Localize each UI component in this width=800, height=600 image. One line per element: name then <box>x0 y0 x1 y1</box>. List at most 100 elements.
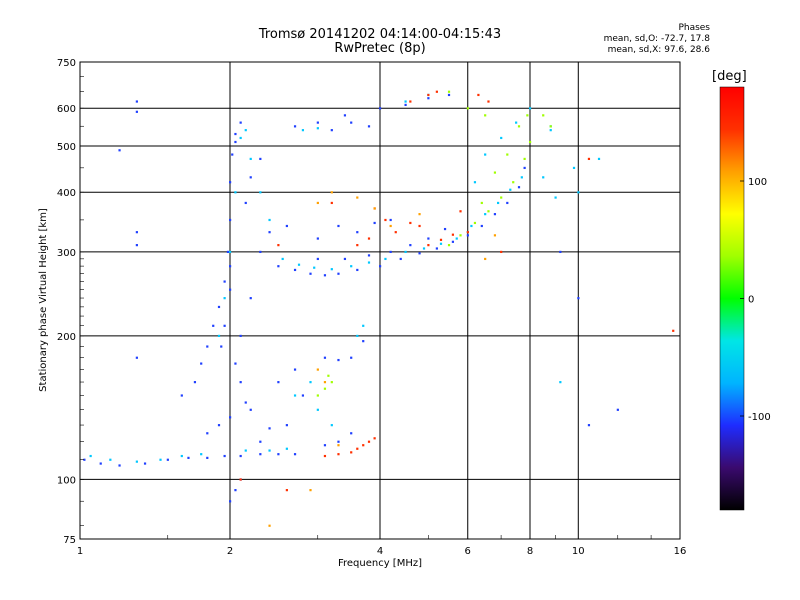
data-point <box>313 266 316 269</box>
y-tick-label: 200 <box>57 332 76 343</box>
data-point <box>193 381 197 384</box>
data-point <box>409 100 412 103</box>
data-point <box>285 424 288 427</box>
data-point <box>118 149 121 152</box>
plot-frame <box>79 61 681 540</box>
data-point <box>542 176 545 179</box>
data-point <box>323 381 327 384</box>
data-point <box>200 362 203 365</box>
x-tick-label: 2 <box>227 546 233 557</box>
data-point <box>244 401 247 404</box>
data-point <box>587 157 591 161</box>
data-point <box>259 453 262 456</box>
data-point <box>135 244 138 247</box>
data-point <box>362 444 365 447</box>
data-point <box>118 464 121 467</box>
data-point <box>343 257 347 261</box>
data-point <box>239 136 242 140</box>
data-point <box>293 453 297 456</box>
data-point <box>200 453 203 456</box>
data-point <box>316 257 319 261</box>
data-point <box>323 454 327 458</box>
data-point <box>293 125 297 128</box>
data-point <box>577 297 580 300</box>
data-point <box>249 157 252 161</box>
data-point <box>496 201 500 205</box>
data-point <box>439 238 443 241</box>
data-point <box>259 440 262 443</box>
data-point <box>323 356 327 359</box>
data-point <box>83 458 86 461</box>
data-point <box>435 247 438 250</box>
phase-o-stats: mean, sd,O: -72.7, 17.8 <box>603 34 710 44</box>
data-point <box>217 305 221 309</box>
y-tick-label: 500 <box>57 142 76 153</box>
data-point <box>277 265 280 268</box>
data-point <box>439 242 443 245</box>
data-point <box>135 110 138 113</box>
data-point <box>337 453 340 456</box>
grid-layer <box>80 62 680 539</box>
data-point <box>268 218 271 222</box>
data-point <box>451 240 455 243</box>
data-point <box>559 250 562 254</box>
data-point <box>217 334 221 338</box>
data-point <box>206 456 209 459</box>
data-point <box>350 265 353 268</box>
data-point <box>249 408 252 411</box>
data-point <box>135 460 138 463</box>
data-point <box>259 250 262 254</box>
data-point <box>506 201 509 205</box>
data-point <box>223 297 226 300</box>
y-tick-label: 300 <box>57 248 76 259</box>
x-tick-label: 6 <box>465 546 471 557</box>
data-point <box>466 234 469 237</box>
data-point <box>277 381 280 384</box>
data-point <box>500 250 503 254</box>
data-point <box>404 103 407 107</box>
data-point <box>229 181 232 184</box>
y-tick-label: 400 <box>57 188 76 199</box>
data-point <box>109 458 112 461</box>
data-point <box>367 440 371 443</box>
data-point <box>226 250 230 254</box>
data-point <box>234 191 237 194</box>
data-point <box>356 196 359 199</box>
data-point <box>330 268 333 271</box>
data-point <box>447 93 451 97</box>
data-point <box>229 288 232 291</box>
data-point <box>316 121 319 124</box>
x-tick-label: 10 <box>572 546 585 557</box>
data-point <box>293 394 297 397</box>
data-point <box>367 125 371 128</box>
data-point <box>526 114 529 117</box>
data-point <box>427 93 430 97</box>
data-point <box>268 231 271 234</box>
data-point <box>239 381 242 384</box>
data-point <box>484 114 487 117</box>
data-point <box>220 345 223 348</box>
data-point <box>379 107 382 110</box>
data-point <box>409 221 412 225</box>
data-point <box>515 121 518 124</box>
data-point <box>577 191 580 194</box>
data-point <box>367 261 371 264</box>
data-point <box>389 224 392 228</box>
colorbar-tick-label: 100 <box>748 177 767 188</box>
data-point <box>89 454 92 458</box>
data-point <box>285 224 288 228</box>
data-point <box>529 140 532 144</box>
data-point <box>206 345 209 348</box>
data-point <box>404 100 407 103</box>
data-point <box>373 207 376 210</box>
data-point <box>135 231 138 234</box>
data-point <box>239 478 242 481</box>
data-point <box>447 90 451 93</box>
data-point <box>309 381 312 384</box>
data-point <box>229 500 232 503</box>
data-point <box>672 329 675 332</box>
data-point <box>277 453 280 456</box>
data-point <box>316 394 319 397</box>
data-point <box>473 181 477 184</box>
data-point <box>459 234 462 237</box>
